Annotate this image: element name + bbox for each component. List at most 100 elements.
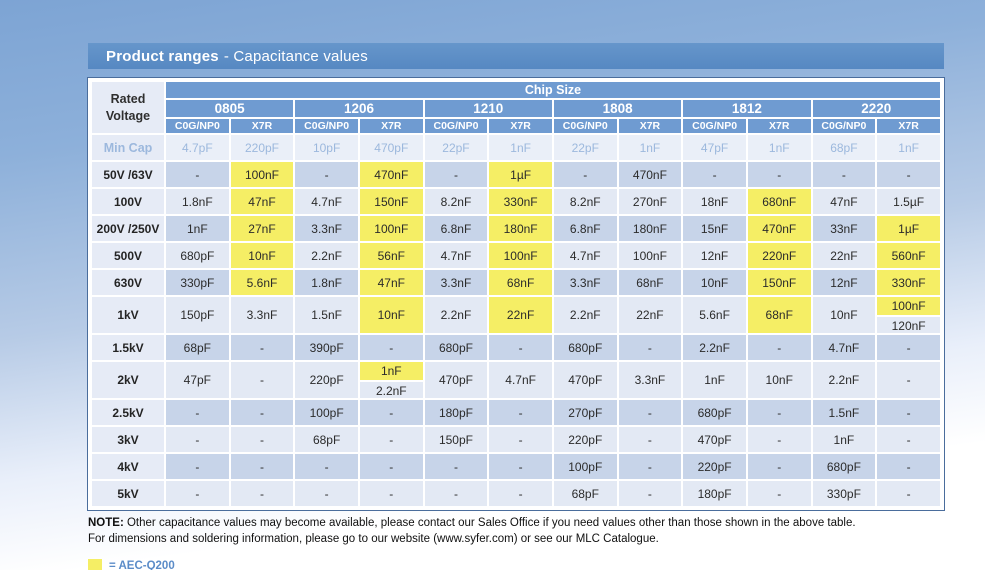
cap-cell: 56nF [357,241,425,270]
cap-cell: - [164,479,231,508]
cap-cell: 4.7pF [164,133,231,162]
cap-cell: 12nF [810,268,878,297]
cap-cell: 68nF [487,268,554,297]
cap-cell: - [551,160,619,189]
cap-cell: 1µF [487,160,554,189]
dielectric-header: C0G/NP0 [293,117,360,135]
cap-cell: 2.2nF [551,295,619,335]
cap-cell: 1.8nF [293,268,360,297]
dielectric-header: X7R [487,117,554,135]
cap-cell: 27nF [228,214,296,243]
cap-cell: 2.2nF [293,241,360,270]
chip-size-1808: 1808 [551,98,684,119]
cap-cell: 3.3nF [293,214,360,243]
cap-cell: 33nF [810,214,878,243]
dielectric-header: C0G/NP0 [164,117,231,135]
cap-cell: 47nF [810,187,878,216]
cap-cell: 3.3nF [422,268,490,297]
cap-cell: 1nF [745,133,813,162]
cap-cell: 12nF [681,241,748,270]
cap-cell: 8.2nF [551,187,619,216]
cap-cell: 220nF [745,241,813,270]
cap-cell: - [616,479,684,508]
dielectric-header: X7R [616,117,684,135]
cap-cell: 1.5nF [810,398,878,427]
cap-cell: - [616,333,684,362]
cap-cell: - [164,160,231,189]
cap-cell: - [745,452,813,481]
chip-size-2220: 2220 [810,98,943,119]
dielectric-header: C0G/NP0 [810,117,878,135]
cap-cell: 10nF [810,295,878,335]
cap-cell: 180pF [422,398,490,427]
cap-cell: 330pF [164,268,231,297]
cap-cell: 1.8nF [164,187,231,216]
cap-cell: - [422,160,490,189]
title-bar: Product ranges - Capacitance values [88,43,944,69]
cap-cell: 470pF [681,425,748,454]
cap-cell: - [357,398,425,427]
cap-cell: 100nF [357,214,425,243]
dielectric-header: X7R [745,117,813,135]
cap-cell: - [616,425,684,454]
voltage-row-label: 630V [90,268,166,297]
table-row: 1.5kV 68pF -390pF -680pF -680pF -2.2nF -4.7nF - [90,333,942,362]
cap-cell: 1nF [681,360,748,400]
cap-cell: - [422,452,490,481]
cap-cell: - [681,160,748,189]
cap-cell: 2.2nF [422,295,490,335]
cap-cell: 180nF [487,214,554,243]
table-row: 5kV - - - - - -68pF -180pF -330pF - [90,479,942,508]
cap-cell: - [487,425,554,454]
dielectric-header: C0G/NP0 [551,117,619,135]
cap-cell: 47nF [357,268,425,297]
cap-cell: 180nF [616,214,684,243]
cap-cell: 47nF [228,187,296,216]
capacitance-table: Rated Voltage Chip Size 0805 1206 1210 1808 181… [90,80,943,508]
cap-subcell: 100nF [878,298,940,315]
cap-cell: 1nF [487,133,554,162]
cap-cell: 150nF [357,187,425,216]
cap-cell: 680pF [681,398,748,427]
cap-cell: 3.3nF [228,295,296,335]
chip-size-1812: 1812 [681,98,813,119]
cap-cell: - [875,479,942,508]
cap-cell: - [293,160,360,189]
cap-cell: - [357,333,425,362]
cap-subcell: 1nF [360,363,422,380]
voltage-row-label: 3kV [90,425,166,454]
table-row: 2.5kV - -100pF -180pF -270pF -680pF -1.5nF - [90,398,942,427]
cap-cell: 680pF [551,333,619,362]
cap-cell: - [487,398,554,427]
min-cap-row: Min Cap 4.7pF 220pF 10pF 470pF 22pF 1nF 22pF 1nF… [90,133,942,162]
cap-cell: - [228,425,296,454]
cap-cell: 4.7nF [551,241,619,270]
cap-cell: 8.2nF [422,187,490,216]
cap-cell: 6.8nF [422,214,490,243]
voltage-row-label: 4kV [90,452,166,481]
cap-cell: 1.5nF [293,295,360,335]
cap-cell: - [745,333,813,362]
chip-size-1210: 1210 [422,98,554,119]
cap-cell: - [875,333,942,362]
cap-cell: - [745,425,813,454]
table-row: 630V 330pF 5.6nF 1.8nF 47nF 3.3nF 68nF 3.3nF 68n… [90,268,942,297]
cap-cell: - [293,452,360,481]
cap-cell: 68pF [164,333,231,362]
cap-cell: 68pF [293,425,360,454]
cap-cell: 10nF [228,241,296,270]
cap-cell: 180pF [681,479,748,508]
cap-cell: - [487,333,554,362]
cap-cell: 470nF [357,160,425,189]
cap-cell: 1nF [616,133,684,162]
voltage-row-label: 1.5kV [90,333,166,362]
cap-cell: - [875,360,942,400]
cap-cell: 150pF [164,295,231,335]
cap-cell: 22nF [616,295,684,335]
cap-cell: 470nF [616,160,684,189]
voltage-row-label: 50V /63V [90,160,166,189]
cap-cell: 330pF [810,479,878,508]
cap-cell: 47pF [681,133,748,162]
chip-size-0805: 0805 [163,98,296,119]
cap-cell: 560nF [875,241,942,270]
